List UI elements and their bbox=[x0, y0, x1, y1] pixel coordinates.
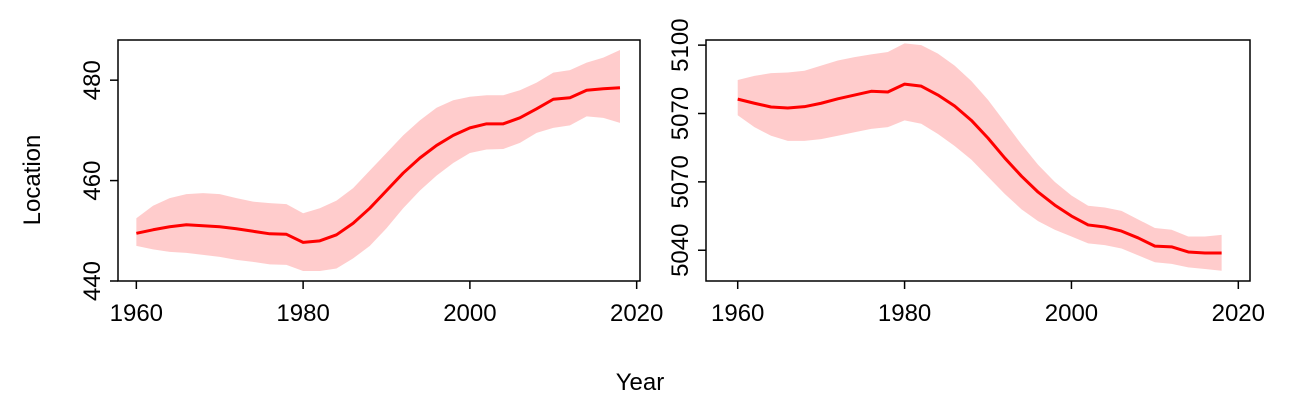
confidence-band bbox=[737, 43, 1222, 271]
x-tick-label: 1980 bbox=[878, 300, 931, 327]
x-tick-label: 2000 bbox=[443, 300, 496, 327]
x-axis-label: Year bbox=[616, 369, 665, 396]
x-tick-label: 1960 bbox=[711, 300, 764, 327]
line bbox=[737, 82, 1222, 255]
x-tick-label: 2020 bbox=[1212, 300, 1265, 327]
plot-frame bbox=[705, 39, 1251, 282]
y-tick-label: 5040 bbox=[667, 224, 694, 277]
x-tick-label: 2020 bbox=[610, 300, 663, 327]
y-axis-label: Location bbox=[19, 135, 46, 226]
y-tick-label: 5070 bbox=[667, 155, 694, 208]
y-tick-label: 440 bbox=[79, 261, 106, 301]
y-tick-label: 5070 bbox=[667, 87, 694, 140]
y-tick-label: 460 bbox=[79, 161, 106, 201]
confidence-band bbox=[136, 50, 620, 271]
y-tick-label: 480 bbox=[79, 60, 106, 100]
line bbox=[136, 86, 621, 244]
x-tick-label: 1960 bbox=[110, 300, 163, 327]
plot-frame bbox=[117, 39, 641, 282]
x-tick-label: 2000 bbox=[1045, 300, 1098, 327]
y-tick-label: 5100 bbox=[667, 18, 694, 71]
x-tick-label: 1980 bbox=[276, 300, 329, 327]
